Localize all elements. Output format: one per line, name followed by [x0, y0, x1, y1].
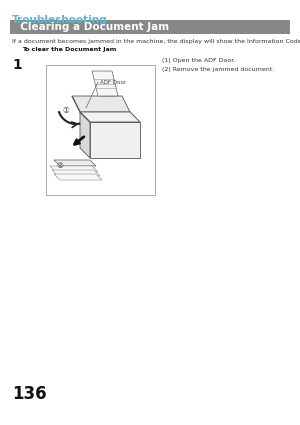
Text: ADF Door: ADF Door	[100, 79, 126, 85]
Polygon shape	[80, 112, 90, 158]
Text: ②: ②	[57, 161, 63, 170]
Polygon shape	[72, 96, 90, 122]
Bar	[10, 20, 290, 34]
Polygon shape	[90, 122, 140, 158]
Polygon shape	[80, 112, 140, 122]
Text: (2) Remove the jammed document.: (2) Remove the jammed document.	[162, 67, 274, 72]
Polygon shape	[80, 112, 140, 122]
Text: To clear the Document Jam: To clear the Document Jam	[22, 47, 116, 52]
Text: (1) Open the ADF Door.: (1) Open the ADF Door.	[162, 58, 235, 63]
Text: If a document becomes jammed in the machine, the display will show the Informati: If a document becomes jammed in the mach…	[12, 39, 300, 44]
Polygon shape	[50, 166, 98, 172]
Text: 1: 1	[12, 58, 22, 72]
Text: ①: ①	[63, 105, 69, 114]
Polygon shape	[72, 96, 130, 112]
Polygon shape	[54, 160, 96, 166]
Text: 136: 136	[12, 385, 46, 403]
Polygon shape	[52, 170, 100, 176]
Bar	[46, 65, 155, 195]
Text: Clearing a Document Jam: Clearing a Document Jam	[13, 22, 169, 32]
Polygon shape	[54, 174, 102, 180]
Text: Troubleshooting: Troubleshooting	[12, 15, 108, 25]
Polygon shape	[92, 71, 118, 96]
